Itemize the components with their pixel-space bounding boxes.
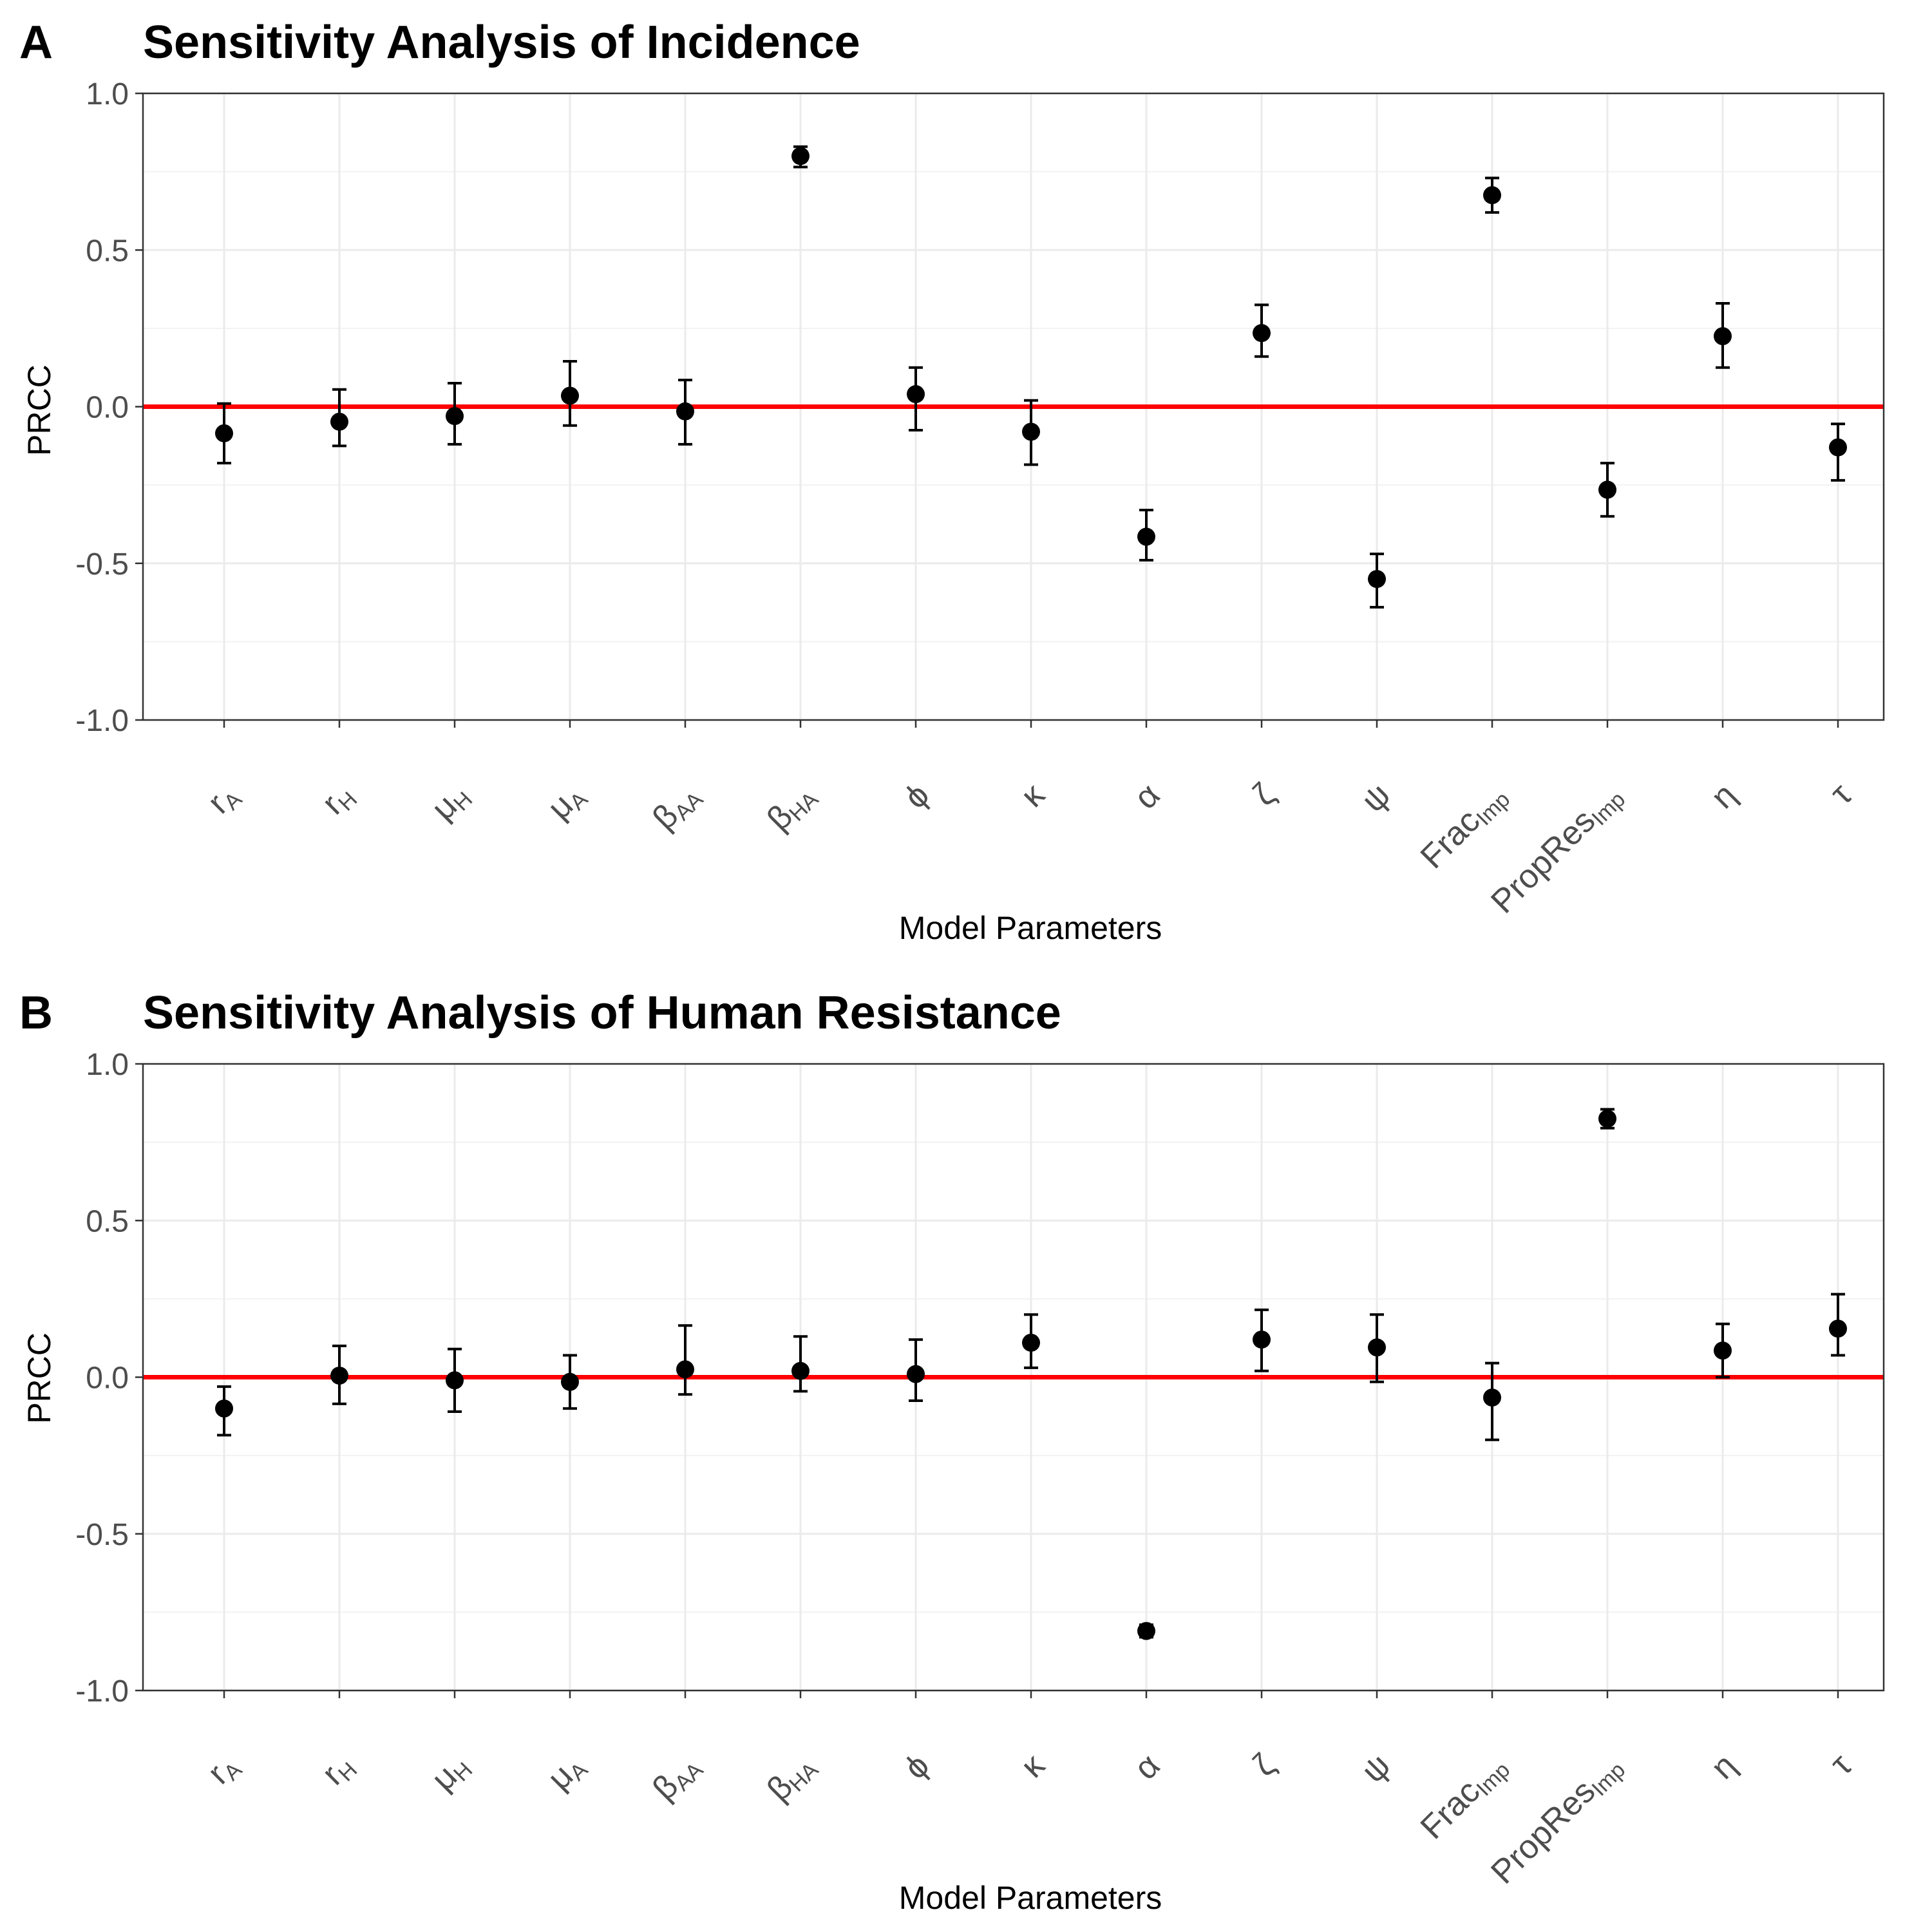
panel-a-data-point bbox=[561, 386, 579, 405]
panel-b-data-point bbox=[561, 1372, 579, 1391]
panel-a-data-point bbox=[1483, 186, 1501, 205]
panel-b-ylabel: PRCC bbox=[21, 1332, 57, 1424]
panel-a-y-tick-label: -1.0 bbox=[75, 704, 129, 738]
panel-a-data-point bbox=[907, 385, 925, 404]
panel-b-data-point bbox=[215, 1399, 233, 1418]
panel-b-y-tick-label: 1.0 bbox=[86, 1048, 129, 1082]
panel-a-data-point bbox=[1022, 422, 1040, 441]
panel-a-y-tick-label: -0.5 bbox=[75, 547, 129, 582]
panel-a-data-point bbox=[330, 412, 348, 431]
panel-b-data-point bbox=[1368, 1338, 1386, 1357]
panel-b-title: Sensitivity Analysis of Human Resistance bbox=[143, 987, 1061, 1039]
panel-a-data-point bbox=[1137, 527, 1155, 546]
panel-a-data-point bbox=[446, 407, 464, 426]
panel-b-letter: B bbox=[19, 987, 53, 1039]
panel-b-xlabel: Model Parameters bbox=[899, 1880, 1162, 1916]
panel-a-data-point bbox=[791, 147, 810, 166]
panel-a-xlabel: Model Parameters bbox=[899, 910, 1162, 946]
panel-b-data-point bbox=[1022, 1333, 1040, 1352]
panel-a: A Sensitivity Analysis of Incidence PRCC… bbox=[19, 17, 1885, 946]
panel-a-y-tick-label: 0.5 bbox=[86, 234, 129, 268]
panel-b-data-point bbox=[1137, 1622, 1155, 1640]
panel-b-data-point bbox=[446, 1371, 464, 1390]
panel-b-data-point bbox=[1253, 1331, 1271, 1349]
panel-a-y-tick-label: 0.0 bbox=[86, 391, 129, 425]
panel-b-data-point bbox=[1483, 1388, 1501, 1407]
panel-b-data-point bbox=[907, 1365, 925, 1383]
panel-b-data-point bbox=[1714, 1341, 1732, 1360]
panel-b-data-point bbox=[791, 1361, 810, 1380]
panel-a-data-point bbox=[1598, 480, 1616, 499]
panel-b-data-point bbox=[676, 1360, 694, 1379]
panel-a-data-point bbox=[676, 402, 694, 421]
panel-b-y-tick-label: -1.0 bbox=[75, 1674, 129, 1709]
panel-a-title: Sensitivity Analysis of Incidence bbox=[143, 17, 860, 68]
panel-a-ylabel: PRCC bbox=[21, 365, 57, 456]
panel-a-data-point bbox=[1829, 438, 1847, 457]
panel-a-data-point bbox=[1368, 570, 1386, 589]
panel-b-data-point bbox=[1598, 1110, 1616, 1128]
panel-a-data-point bbox=[1253, 324, 1271, 343]
panel-a-letter: A bbox=[19, 17, 53, 68]
panel-b-y-tick-label: 0.5 bbox=[86, 1204, 129, 1238]
panel-b-y-tick-label: 0.0 bbox=[86, 1361, 129, 1396]
panel-a-data-point bbox=[1714, 327, 1732, 346]
panel-b-y-tick-label: -0.5 bbox=[75, 1518, 129, 1552]
panel-a-y-tick-label: 1.0 bbox=[86, 77, 129, 111]
panel-b-data-point bbox=[1829, 1320, 1847, 1338]
panel-a-data-point bbox=[215, 424, 233, 442]
panel-b-data-point bbox=[330, 1367, 348, 1385]
